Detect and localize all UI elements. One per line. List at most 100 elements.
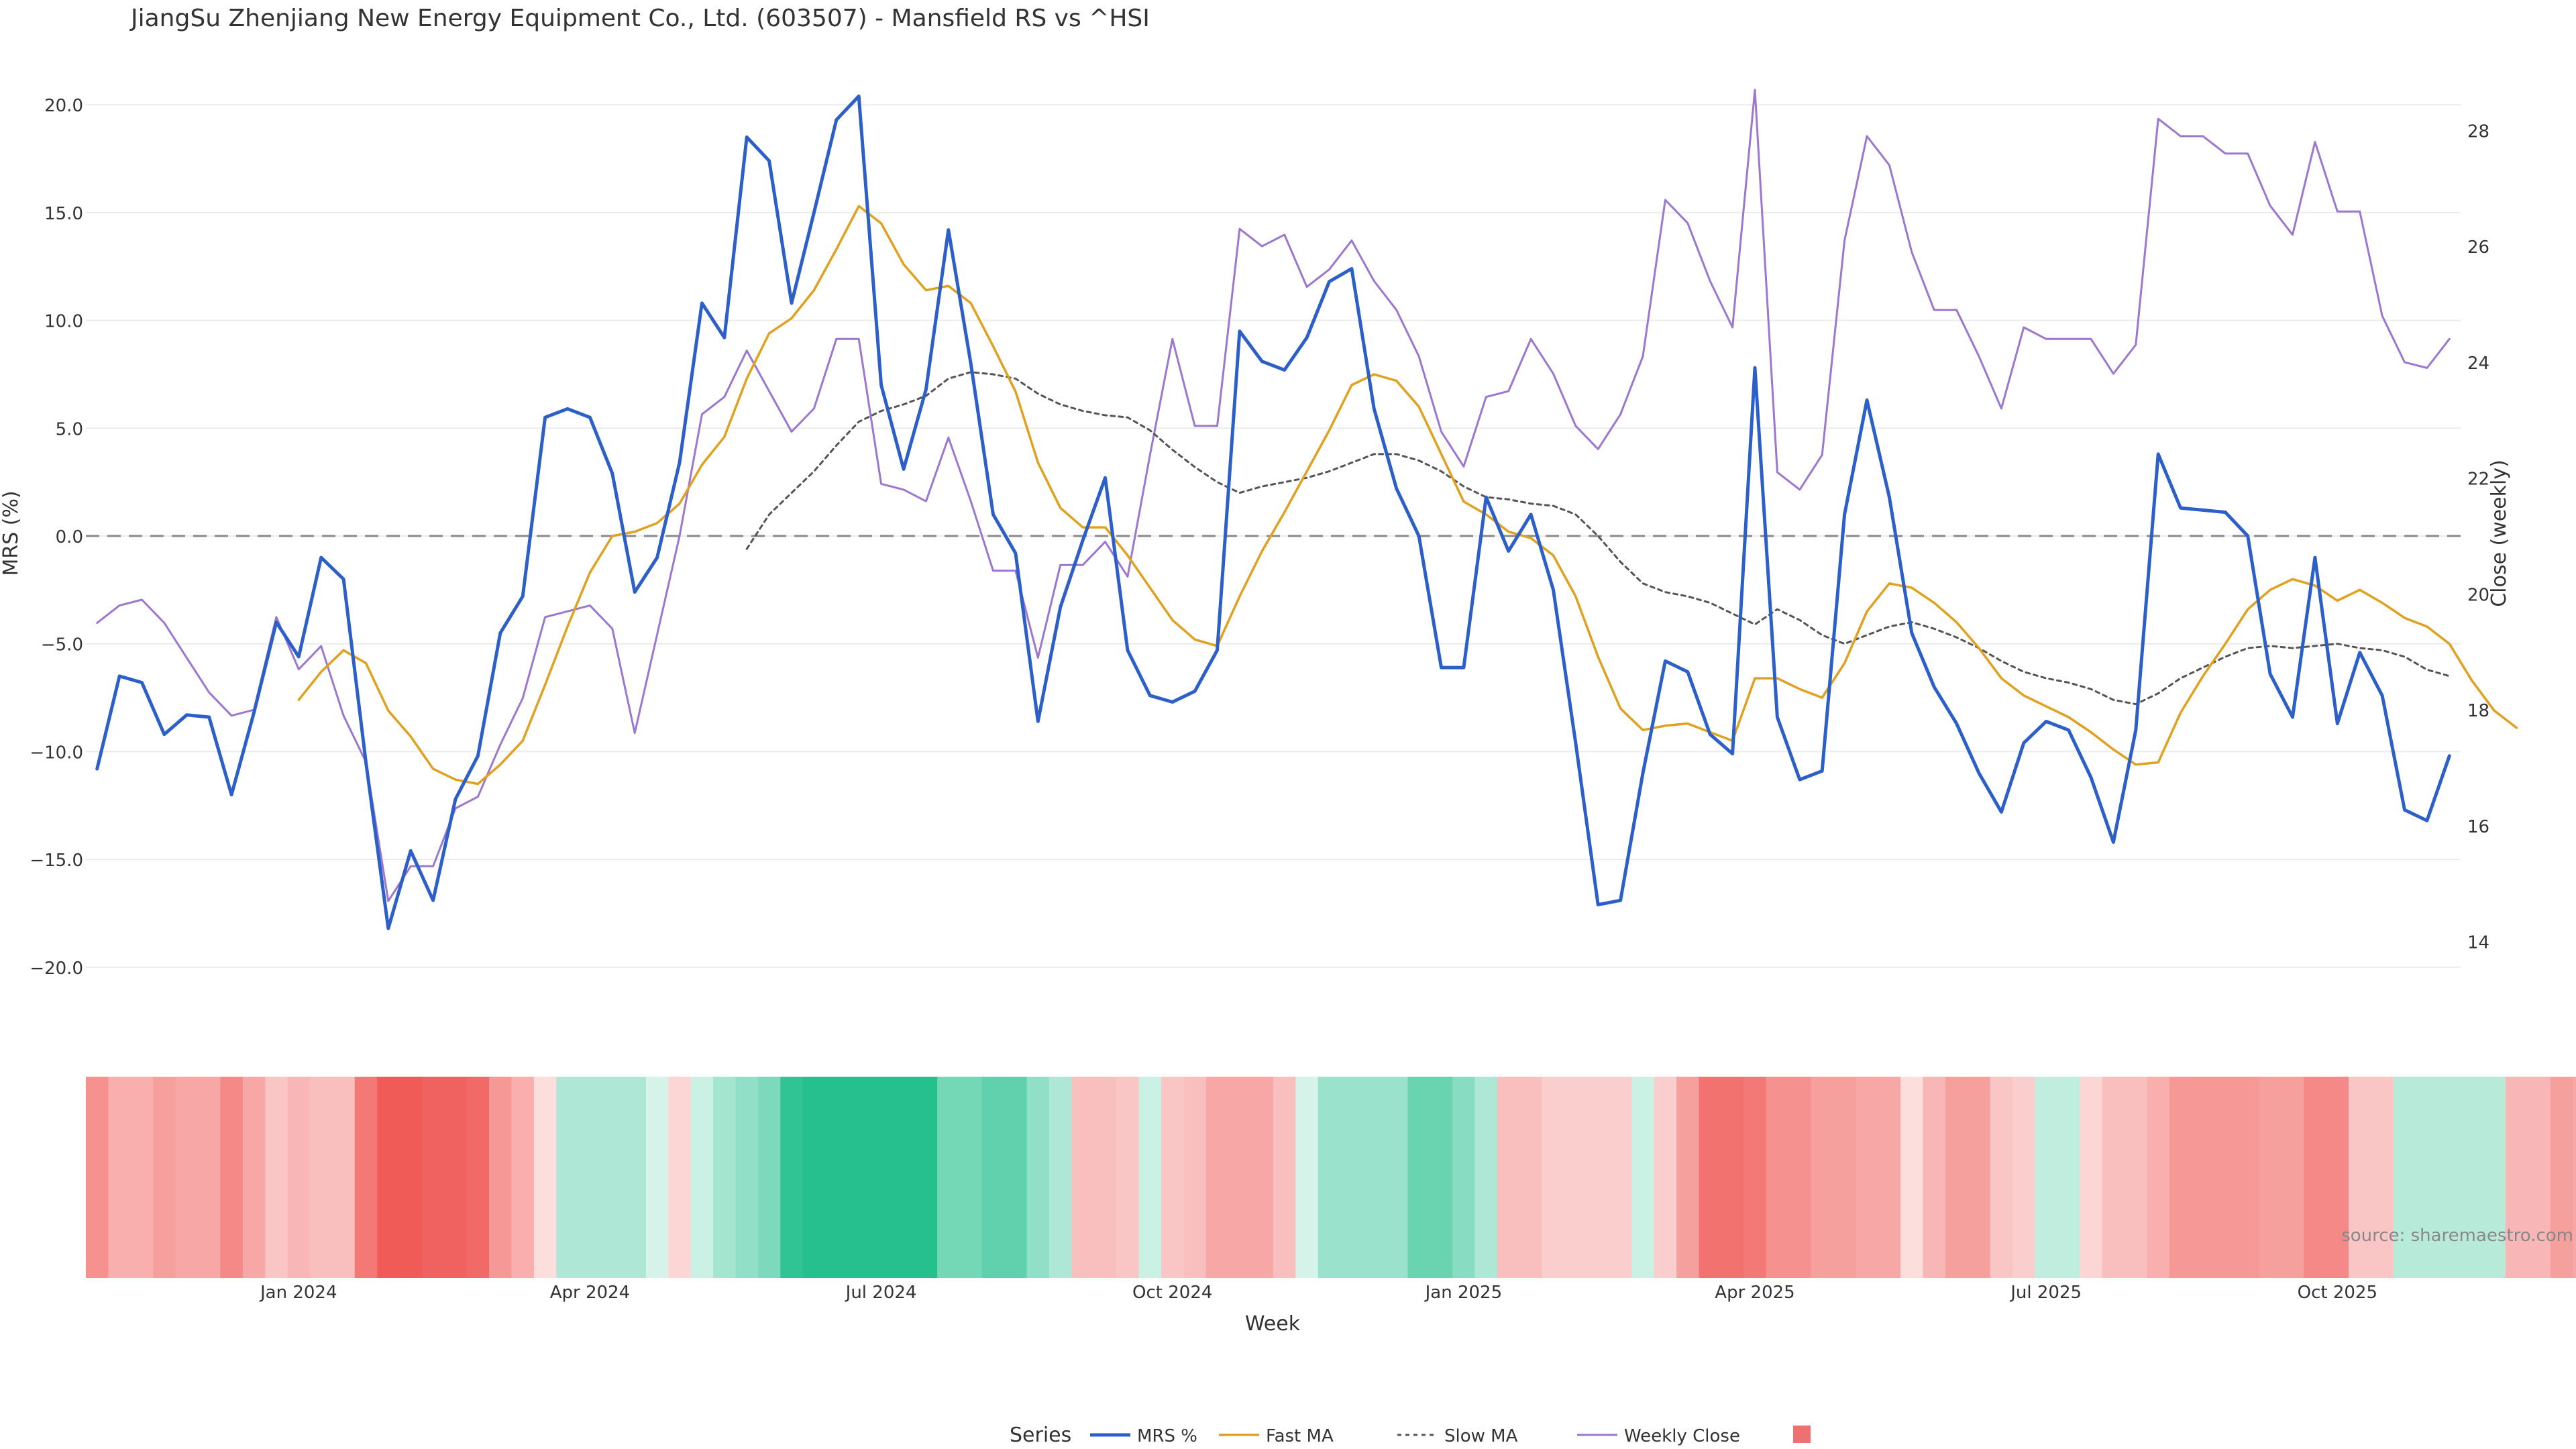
right-tick-label: 20 — [2467, 585, 2489, 605]
legend-item-label: Fast MA — [1266, 1426, 1334, 1446]
legend-item-label: MRS % — [1137, 1426, 1197, 1446]
heatmap-cell — [1273, 1077, 1297, 1278]
heatmap-cell — [1519, 1077, 1543, 1278]
heatmap-cell — [1631, 1077, 1655, 1278]
heatmap-cell — [802, 1077, 826, 1278]
legend-item-label: Weekly Close — [1624, 1426, 1740, 1446]
heatmap-cell — [2438, 1077, 2461, 1278]
heatmap-cell — [1116, 1077, 1140, 1278]
heatmap-cell — [2057, 1077, 2081, 1278]
chart-title: JiangSu Zhenjiang New Energy Equipment C… — [129, 5, 1150, 32]
heatmap-cell — [1362, 1077, 1386, 1278]
heatmap-cell — [1676, 1077, 1700, 1278]
heatmap-cell — [1721, 1077, 1745, 1278]
heatmap-cell — [1452, 1077, 1476, 1278]
heatmap-cell — [2393, 1077, 2416, 1278]
left-tick-label: −20.0 — [30, 959, 83, 979]
heatmap-cell — [399, 1077, 423, 1278]
heatmap-cell — [2192, 1077, 2215, 1278]
x-tick-label: Oct 2024 — [1132, 1283, 1212, 1303]
heatmap-cell — [310, 1077, 333, 1278]
heatmap-cell — [377, 1077, 400, 1278]
heatmap-cell — [2326, 1077, 2349, 1278]
x-axis-label: Week — [1245, 1312, 1301, 1336]
heatmap-cell — [2461, 1077, 2484, 1278]
heatmap-cell — [2147, 1077, 2170, 1278]
heatmap-cell — [1833, 1077, 1857, 1278]
heatmap-cell — [265, 1077, 288, 1278]
x-tick-label: Oct 2025 — [2298, 1283, 2377, 1303]
heatmap-cell — [1856, 1077, 1879, 1278]
heatmap-cell — [981, 1077, 1005, 1278]
heatmap-cell — [1049, 1077, 1073, 1278]
x-axis-ticks: Jan 2024 Apr 2024 Jul 2024 Oct 2024 Jan 2025… — [259, 1283, 2377, 1303]
heatmap-cell — [914, 1077, 938, 1278]
left-tick-label: 20.0 — [44, 96, 83, 116]
x-tick-label: Jul 2024 — [845, 1283, 917, 1303]
legend-heatmap-swatch — [1793, 1426, 1811, 1443]
heatmap-cell — [735, 1077, 759, 1278]
heatmap-cell — [601, 1077, 625, 1278]
heatmap-cell — [1811, 1077, 1834, 1278]
heatmap-cell — [2281, 1077, 2304, 1278]
heatmap-cell — [1138, 1077, 1162, 1278]
x-tick-label: Jul 2025 — [2009, 1283, 2082, 1303]
right-tick-label: 18 — [2467, 701, 2489, 721]
heatmap-cell — [1945, 1077, 1969, 1278]
mrs-line — [95, 94, 2451, 930]
heatmap-strip — [86, 1077, 2576, 1278]
x-tick-label: Jan 2024 — [259, 1283, 337, 1303]
right-tick-label: 28 — [2467, 121, 2489, 142]
heatmap-cell — [757, 1077, 782, 1278]
heatmap-cell — [1654, 1077, 1677, 1278]
heatmap-cell — [1026, 1077, 1050, 1278]
heatmap-cell — [1340, 1077, 1364, 1278]
heatmap-cell — [1430, 1077, 1453, 1278]
heatmap-cell — [220, 1077, 244, 1278]
heatmap-cell — [2371, 1077, 2394, 1278]
heatmap-cell — [1542, 1077, 1565, 1278]
heatmap-cell — [713, 1077, 737, 1278]
legend: Series MRS % Fast MA Slow MA Weekly Close — [1010, 1424, 1811, 1447]
heatmap-cell — [108, 1077, 131, 1278]
heatmap-cell — [869, 1077, 894, 1278]
heatmap-cell — [354, 1077, 378, 1278]
heatmap-cell — [1228, 1077, 1252, 1278]
heatmap-cell — [690, 1077, 714, 1278]
heatmap-cell — [1407, 1077, 1431, 1278]
heatmap-cell — [668, 1077, 692, 1278]
right-tick-label: 16 — [2467, 817, 2489, 837]
heatmap-cell — [130, 1077, 154, 1278]
right-tick-label: 24 — [2467, 354, 2489, 374]
fast-ma-line — [297, 205, 2518, 786]
left-tick-label: −5.0 — [41, 635, 83, 655]
slow-ma-line — [745, 371, 2451, 706]
heatmap-cell — [825, 1077, 849, 1278]
heatmap-cell — [2259, 1077, 2282, 1278]
heatmap-cell — [578, 1077, 602, 1278]
heatmap-cell — [1900, 1077, 1924, 1278]
right-tick-label: 14 — [2467, 933, 2489, 953]
heatmap-cell — [2125, 1077, 2148, 1278]
right-tick-label: 22 — [2467, 470, 2489, 490]
heatmap-cell — [1699, 1077, 1722, 1278]
heatmap-cell — [1878, 1077, 1901, 1278]
heatmap-cell — [847, 1077, 871, 1278]
heatmap-cell — [2012, 1077, 2036, 1278]
heatmap-cell — [175, 1077, 199, 1278]
heatmap-cell — [153, 1077, 176, 1278]
heatmap-cell — [780, 1077, 804, 1278]
left-tick-label: −10.0 — [30, 743, 83, 763]
heatmap-cell — [2349, 1077, 2372, 1278]
heatmap-cell — [1788, 1077, 1812, 1278]
heatmap-cell — [645, 1077, 669, 1278]
heatmap-cell — [1318, 1077, 1341, 1278]
heatmap-cell — [444, 1077, 468, 1278]
heatmap-cell — [1004, 1077, 1028, 1278]
heatmap-cell — [1609, 1077, 1633, 1278]
heatmap-cell — [2528, 1077, 2551, 1278]
heatmap-cell — [556, 1077, 580, 1278]
heatmap-cell — [1990, 1077, 2013, 1278]
heatmap-cell — [959, 1077, 983, 1278]
x-tick-label: Apr 2025 — [1715, 1283, 1794, 1303]
